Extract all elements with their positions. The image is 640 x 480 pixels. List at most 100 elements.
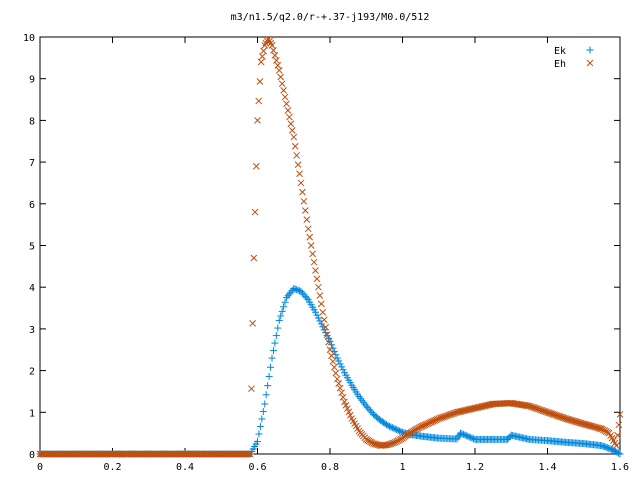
data-point [291,142,299,150]
data-point [612,447,620,455]
data-point [280,303,288,311]
x-tick-label: 1.2 [466,462,484,473]
data-point [326,346,334,354]
data-point [256,78,264,85]
data-point [332,351,340,359]
x-tick-label: 0.2 [103,462,121,473]
data-point [251,208,259,216]
y-tick-label: 9 [29,75,35,86]
data-point [294,161,302,168]
data-point [300,291,308,299]
axis-ticks: 0 0.2 0.4 0.6 0.8 1 1.2 1.4 1.6 0 1 2 3 4 5 6 7 8 9 10 [23,33,629,473]
data-point [281,93,289,101]
data-point [468,434,476,442]
data-point [614,431,621,439]
data-point [277,312,285,320]
data-point [271,51,279,59]
legend-marker [586,46,594,54]
data-point [333,354,341,362]
data-point [252,162,260,170]
data-point [278,80,286,88]
data-point [304,225,312,233]
data-point [313,275,321,283]
data-point [616,450,624,458]
data-point [310,258,318,266]
data-point [269,347,277,355]
data-point [287,120,295,128]
data-point [272,56,280,64]
data-point [274,62,282,69]
data-point [320,316,328,324]
data-point [314,314,322,322]
data-point [280,87,287,94]
data-point [364,404,372,412]
data-point [388,424,396,432]
data-point [307,242,315,249]
y-tick-label: 2 [29,367,35,378]
data-point [458,430,466,438]
y-tick-label: 8 [29,116,35,127]
data-point [271,339,279,347]
data-point [335,380,343,387]
data-point [387,423,395,431]
data-point [297,179,305,187]
data-point [615,449,623,457]
legend-label: Eh [554,59,566,70]
data-point [317,300,325,308]
data-point [613,442,620,450]
x-tick-label: 0.6 [248,462,266,473]
data-point [258,415,266,423]
data-point [297,287,305,295]
series-eh [36,35,624,458]
data-point [467,434,475,442]
data-point [333,375,341,383]
y-tick-label: 6 [29,200,35,211]
data-point [261,400,269,408]
data-point [260,47,267,55]
data-point [323,332,331,340]
data-point [248,385,255,393]
data-point [245,450,253,458]
y-tick-label: 10 [23,33,35,44]
data-point [275,317,283,325]
data-point [316,317,324,325]
chart-title: m3/n1.5/q2.0/r-+.37-j193/M0.0/512 [231,12,430,23]
data-point [312,267,319,274]
data-point [301,207,309,214]
data-point [303,294,311,302]
data-point [315,283,322,291]
data-point [338,389,345,397]
data-point [255,430,263,438]
data-point [339,366,347,374]
data-point [286,113,293,121]
data-point [329,344,337,352]
data-point [313,311,321,319]
data-point [264,382,272,390]
data-point [316,292,324,299]
data-point [609,446,617,454]
legend-label: Ek [554,46,566,57]
data-point [341,398,348,406]
data-point [336,384,344,392]
data-point [457,429,464,437]
x-tick-label: 1.4 [538,462,556,473]
data-point [332,369,340,377]
y-tick-label: 3 [29,325,35,336]
data-point [267,363,275,371]
data-point [328,352,335,359]
data-point [277,73,285,81]
data-point [613,448,621,456]
data-point [270,46,277,54]
data-point [284,107,292,114]
data-point [288,127,296,134]
data-point [283,100,290,108]
data-point [309,250,316,258]
legend: Ek Eh [554,46,594,70]
y-tick-label: 5 [29,242,35,253]
data-point [345,408,353,416]
data-point [291,285,299,293]
data-point [391,425,399,433]
data-marks [36,35,624,458]
data-point [246,450,254,458]
data-point [329,358,337,365]
